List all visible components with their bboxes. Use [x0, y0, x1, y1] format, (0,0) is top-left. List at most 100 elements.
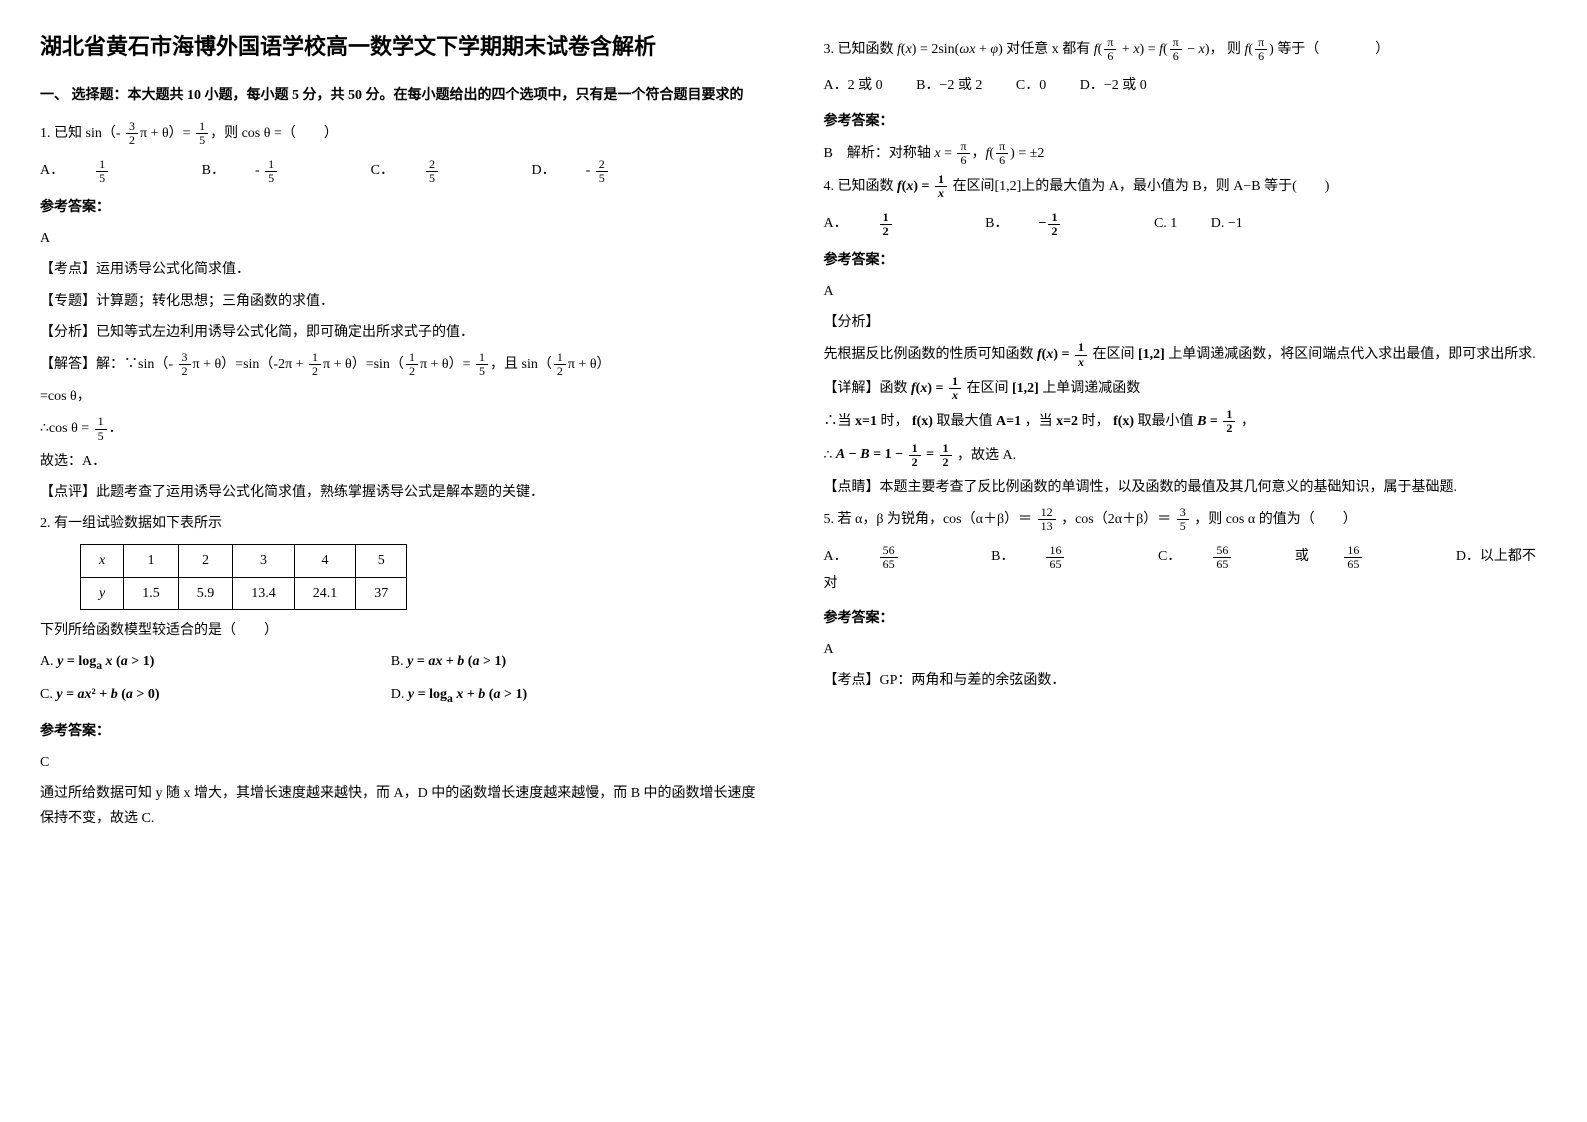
- q1-zhuanti: 【专题】计算题；转化思想；三角函数的求值．: [40, 289, 764, 314]
- q2-options-row2: C. y = ax² + b (a > 0) D. y = loga x + b…: [40, 682, 764, 709]
- frac-icon: 32: [179, 351, 191, 378]
- q3-options: A．2 或 0 B．−2 或 2 C．0 D．−2 或 0: [824, 73, 1548, 98]
- table-cell: 13.4: [233, 577, 295, 609]
- q2-options-row1: A. y = loga x (a > 1) B. y = ax + b (a >…: [40, 649, 764, 676]
- q3-ans-text: B 解析：对称轴: [824, 146, 931, 161]
- opt-label: C．: [1158, 549, 1181, 564]
- q5-frac2: 35: [1175, 512, 1191, 527]
- text: A=1: [996, 414, 1021, 429]
- q5-kaodian: 【考点】GP：两角和与差的余弦函数．: [824, 668, 1548, 693]
- q3-ans-expr: x = π6，f(π6) = ±2: [934, 146, 1044, 161]
- text: 取最大值: [936, 414, 992, 429]
- text: 【详解】函数: [824, 381, 908, 396]
- frac-icon: 12: [880, 211, 922, 238]
- q4-answer: A: [824, 279, 1548, 304]
- table-cell: 1.5: [124, 577, 179, 609]
- frac-icon: 1665: [1046, 544, 1094, 571]
- opt-label: B．: [202, 163, 225, 178]
- q4-fenxi-label: 【分析】: [824, 310, 1548, 335]
- q4-fx-expr: f(x) = 1x: [1037, 347, 1089, 362]
- left-column: 湖北省黄石市海博外国语学校高一数学文下学期期末试卷含解析 一、 选择题：本大题共…: [40, 30, 764, 837]
- q3-opt-a: A．2 或 0: [824, 78, 883, 93]
- q2-opt-a: A. y = loga x (a > 1): [40, 649, 387, 676]
- q4-xiangjie-2: ∴当 x=1 时， f(x) 取最大值 A=1 ，当 x=2 时， f(x) 取…: [824, 408, 1548, 435]
- q2-data-table: x 1 2 3 4 5 y 1.5 5.9 13.4 24.1 37: [80, 544, 407, 609]
- text: 在区间: [966, 381, 1008, 396]
- frac-icon: 5665: [1213, 544, 1261, 571]
- q2-answer: C: [40, 750, 764, 775]
- text: x=1: [855, 414, 877, 429]
- frac-icon: 12: [309, 351, 321, 378]
- text: ，则 cos α 的值为（ ）: [1194, 512, 1357, 527]
- table-cell: 5: [356, 545, 407, 577]
- q1-jieda-1: 【解答】解：∵sin（- 32π + θ）=sin（-2π + 12π + θ）…: [40, 351, 764, 378]
- frac-icon: π6: [1170, 36, 1182, 63]
- text: 上单调递减函数: [1042, 381, 1140, 396]
- text: 时，: [1082, 414, 1110, 429]
- q1-jieda-3: ∴cos θ = 15．: [40, 415, 764, 442]
- text: f(x): [912, 414, 933, 429]
- table-cell: x: [81, 545, 124, 577]
- q4-options: A．12 B．−12 C. 1 D. −1: [824, 211, 1548, 238]
- table-row: x 1 2 3 4 5: [81, 545, 407, 577]
- q4-xj-range: [1,2]: [1012, 381, 1039, 396]
- q4-xj4l: B = 12: [1197, 414, 1237, 429]
- q3-stem-d: 等于（ ）: [1277, 42, 1389, 57]
- text: 或: [1295, 549, 1309, 564]
- frac-icon: 5665: [880, 544, 928, 571]
- q2-opt-c: C. y = ax² + b (a > 0): [40, 682, 387, 707]
- q1-options: A．15 B．- 15 C．25 D．- 25: [40, 158, 764, 185]
- q2-stem: 2. 有一组试验数据如下表所示: [40, 511, 764, 536]
- q3-opt-d: D．−2 或 0: [1080, 78, 1147, 93]
- q3-stem-b: 对任意 x 都有: [1006, 42, 1090, 57]
- frac-icon: 15: [95, 415, 107, 442]
- text: ，cos（2α＋β）＝: [1061, 512, 1171, 527]
- q3-opt-b: B．−2 或 2: [916, 78, 982, 93]
- frac-icon: π6: [996, 140, 1008, 167]
- text: 上单调递减函数，将区间端点代入求出最值，即可求出所求.: [1168, 347, 1536, 362]
- q3-expr1: f(x) = 2sin(ωx + φ): [897, 42, 1003, 57]
- q3-expr2: f(π6 + x) = f(π6 − x)，: [1094, 42, 1224, 57]
- q3-stem: 3. 已知函数 f(x) = 2sin(ωx + φ) 对任意 x 都有 f(π…: [824, 36, 1548, 63]
- q4-expr: f(x) = 1x: [897, 179, 949, 194]
- q1-stem-a: 1. 已知: [40, 126, 82, 141]
- q2-opt-b: B. y = ax + b (a > 1): [391, 654, 506, 669]
- q1-expr: sin（- 32π + θ）= 15: [86, 126, 211, 141]
- q4-answer-label: 参考答案：: [824, 248, 1548, 273]
- q1-stem-b: ，则 cos θ =（ ）: [210, 126, 338, 141]
- q4-xj-expr: f(x) = 1x: [911, 381, 963, 396]
- q1-jieda-4: 故选：A．: [40, 449, 764, 474]
- opt-label: B．: [991, 549, 1014, 564]
- frac-icon: 12: [1223, 408, 1235, 435]
- q5-options: A．5665 B．1665 C．5665 或 1665 D．以上都不对: [824, 544, 1548, 597]
- frac-icon: 15: [265, 158, 307, 185]
- opt-label: D．: [531, 163, 555, 178]
- frac-icon: 1x: [935, 173, 947, 200]
- frac-icon: 15: [476, 351, 488, 378]
- frac-icon: 12: [940, 442, 952, 469]
- q5-opt-b: B．1665: [991, 549, 1124, 564]
- text: ，故选 A.: [957, 447, 1016, 462]
- frac-icon: 1x: [1075, 341, 1087, 368]
- q5-stem: 5. 若 α，β 为锐角，cos（α＋β）＝ 1213 ，cos（2α＋β）＝ …: [824, 506, 1548, 533]
- frac-icon: 12: [909, 442, 921, 469]
- q1-kaodian: 【考点】运用诱导公式化简求值．: [40, 257, 764, 282]
- opt-label: A．: [40, 163, 64, 178]
- text: ∴: [824, 447, 833, 462]
- q1-answer-label: 参考答案：: [40, 195, 764, 220]
- document-title: 湖北省黄石市海博外国语学校高一数学文下学期期末试卷含解析: [40, 30, 764, 63]
- q2-opt-d: D. y = loga x + b (a > 1): [391, 687, 527, 702]
- q2-stem-2: 下列所给函数模型较适合的是（ ）: [40, 618, 764, 643]
- frac-icon: 12: [406, 351, 418, 378]
- right-column: 3. 已知函数 f(x) = 2sin(ωx + φ) 对任意 x 都有 f(π…: [824, 30, 1548, 837]
- q4-fenxi: 先根据反比例函数的性质可知函数 f(x) = 1x 在区间 [1,2] 上单调递…: [824, 341, 1548, 368]
- q1-jieda-2: =cos θ，: [40, 384, 764, 409]
- q3-expr3: f(π6): [1245, 42, 1274, 57]
- frac-icon: 25: [426, 158, 468, 185]
- text: x=2: [1056, 414, 1078, 429]
- q1-stem: 1. 已知 sin（- 32π + θ）= 15，则 cos θ =（ ）: [40, 120, 764, 147]
- q1-answer: A: [40, 226, 764, 251]
- q4-opt-c: C. 1: [1154, 216, 1177, 231]
- table-row: y 1.5 5.9 13.4 24.1 37: [81, 577, 407, 609]
- table-cell: 3: [233, 545, 295, 577]
